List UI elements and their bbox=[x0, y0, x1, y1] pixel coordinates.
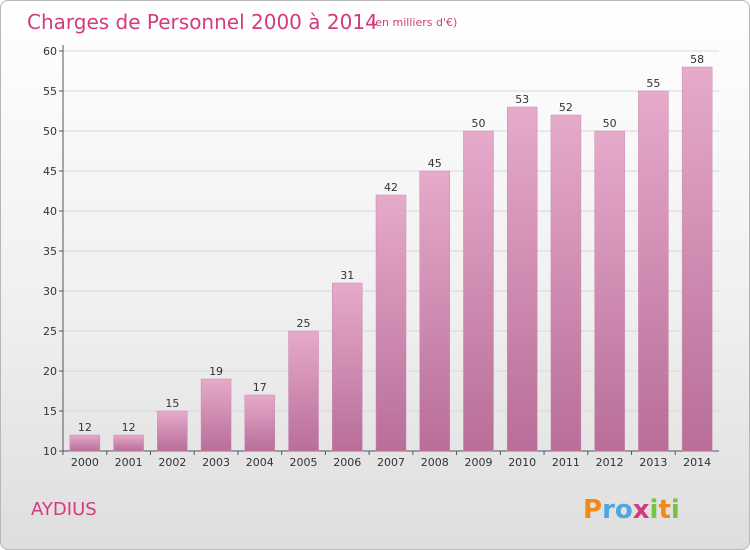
x-tick-label-2007: 2007 bbox=[377, 456, 405, 469]
x-tick-label-2011: 2011 bbox=[552, 456, 580, 469]
y-tick-label: 25 bbox=[43, 325, 57, 338]
value-label-2011: 52 bbox=[559, 101, 573, 114]
y-tick-label: 55 bbox=[43, 85, 57, 98]
y-tick-label: 15 bbox=[43, 405, 57, 418]
bar-2002 bbox=[157, 410, 188, 452]
bar-2013 bbox=[638, 90, 669, 452]
y-tick-label: 30 bbox=[43, 285, 57, 298]
y-tick-label: 35 bbox=[43, 245, 57, 258]
logo-letter: r bbox=[602, 495, 615, 525]
chart-subtitle: (en milliers d'€) bbox=[371, 16, 457, 29]
y-tick-label: 60 bbox=[43, 45, 57, 58]
x-tick-label-2012: 2012 bbox=[596, 456, 624, 469]
logo-letter: i bbox=[650, 495, 659, 525]
bar-2010 bbox=[506, 106, 538, 452]
x-tick-label-2001: 2001 bbox=[115, 456, 143, 469]
value-label-2001: 12 bbox=[122, 421, 136, 434]
value-label-2000: 12 bbox=[78, 421, 92, 434]
bar-2008 bbox=[419, 170, 450, 452]
bar-2001 bbox=[113, 434, 144, 452]
x-tick-label-2004: 2004 bbox=[246, 456, 274, 469]
value-label-2003: 19 bbox=[209, 365, 223, 378]
x-tick-label-2010: 2010 bbox=[508, 456, 536, 469]
x-tick-label-2009: 2009 bbox=[464, 456, 492, 469]
bar-2000 bbox=[69, 434, 101, 452]
value-label-2004: 17 bbox=[253, 381, 267, 394]
x-tick-label-2003: 2003 bbox=[202, 456, 230, 469]
value-label-2002: 15 bbox=[165, 397, 179, 410]
bar-2004 bbox=[244, 394, 276, 452]
value-label-2014: 58 bbox=[690, 53, 704, 66]
bar-2009 bbox=[463, 130, 494, 452]
logo-letter: o bbox=[615, 495, 633, 525]
x-tick-label-2014: 2014 bbox=[683, 456, 711, 469]
value-label-2007: 42 bbox=[384, 181, 398, 194]
logo-letter: i bbox=[671, 495, 680, 525]
value-label-2012: 50 bbox=[603, 117, 617, 130]
y-tick-label: 20 bbox=[43, 365, 57, 378]
bar-2006 bbox=[332, 282, 363, 452]
bar-2005 bbox=[288, 330, 319, 452]
x-tick-label-2013: 2013 bbox=[639, 456, 667, 469]
logo-letter: x bbox=[633, 495, 650, 525]
x-tick-label-2002: 2002 bbox=[158, 456, 186, 469]
value-label-2010: 53 bbox=[515, 93, 529, 106]
y-tick-label: 50 bbox=[43, 125, 57, 138]
value-label-2013: 55 bbox=[646, 77, 660, 90]
value-label-2005: 25 bbox=[297, 317, 311, 330]
x-tick-label-2005: 2005 bbox=[290, 456, 318, 469]
bar-2014 bbox=[681, 66, 713, 452]
y-tick-label: 10 bbox=[43, 445, 57, 458]
proxiti-logo: Proxiti bbox=[583, 495, 680, 525]
place-name: AYDIUS bbox=[31, 499, 97, 520]
chart-title: Charges de Personnel 2000 à 2014 bbox=[27, 10, 378, 34]
x-tick-label-2000: 2000 bbox=[71, 456, 99, 469]
bars: 12 12 15 19 17 25 31 42 45 50 53 52 50 55 58 bbox=[69, 53, 713, 452]
value-label-2008: 45 bbox=[428, 157, 442, 170]
bar-2003 bbox=[200, 378, 232, 452]
logo-letter: P bbox=[583, 495, 602, 525]
bar-2007 bbox=[375, 194, 407, 452]
value-label-2009: 50 bbox=[471, 117, 485, 130]
x-tick-label-2008: 2008 bbox=[421, 456, 449, 469]
bar-2012 bbox=[594, 130, 625, 452]
y-tick-label: 45 bbox=[43, 165, 57, 178]
value-label-2006: 31 bbox=[340, 269, 354, 282]
x-tick-label-2006: 2006 bbox=[333, 456, 361, 469]
bar-2011 bbox=[550, 114, 582, 452]
logo-letter: t bbox=[658, 495, 670, 525]
y-tick-label: 40 bbox=[43, 205, 57, 218]
